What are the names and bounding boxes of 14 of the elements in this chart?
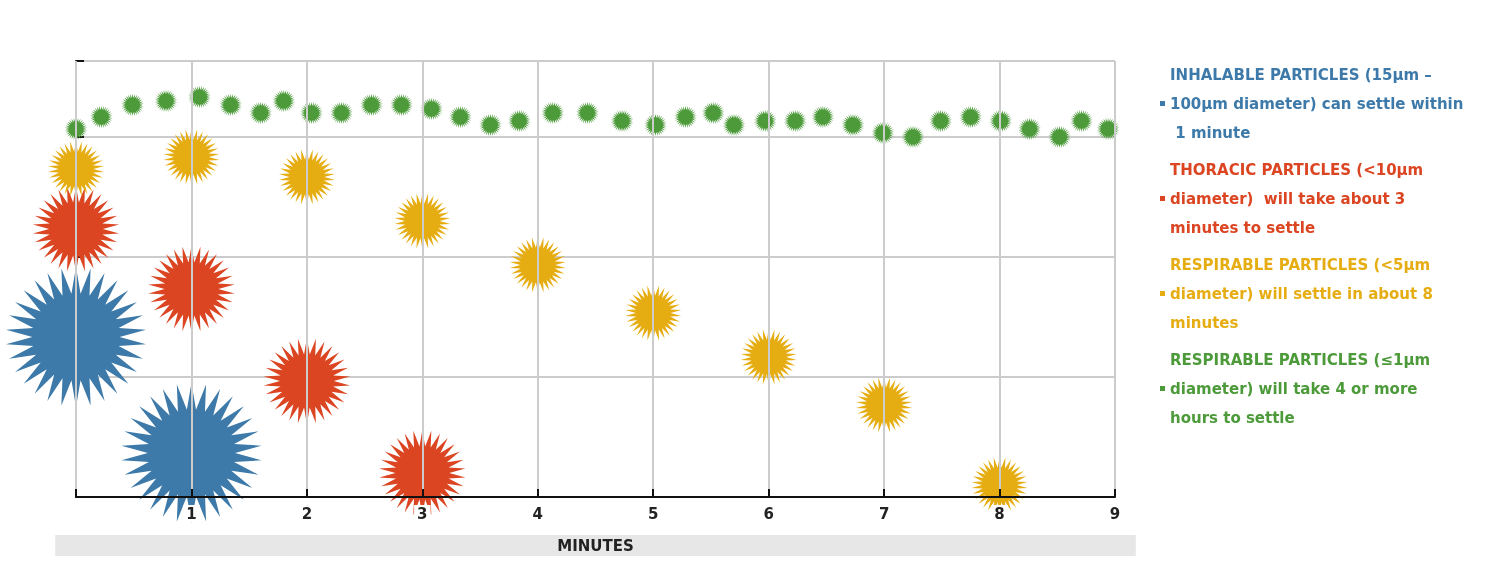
legend-label: THORACIC PARTICLES (<10µm diameter) will take about 3 minutes to settle bbox=[1170, 160, 1429, 237]
legend-label: RESPIRABLE PARTICLES (≤1µm diameter) will take 4 or more hours to settle bbox=[1170, 350, 1436, 427]
x-tick-label: 3 bbox=[417, 504, 428, 523]
x-tick-label: 5 bbox=[648, 504, 659, 523]
x-tick-label: 8 bbox=[994, 504, 1005, 523]
x-tick-label: 4 bbox=[532, 504, 543, 523]
x-axis-title: MINUTES bbox=[557, 536, 634, 555]
legend-label: INHALABLE PARTICLES (15µm – 100µm diameter) can settle within 1 minute bbox=[1170, 65, 1464, 142]
x-tick-label: 6 bbox=[763, 504, 774, 523]
legend-label: RESPIRABLE PARTICLES (<5µm diameter) will settle in about 8 minutes bbox=[1170, 255, 1439, 332]
x-tick-label: 2 bbox=[301, 504, 313, 523]
x-tick-label: 9 bbox=[1109, 504, 1121, 523]
x-tick-label: 1 bbox=[186, 504, 197, 523]
x-tick-label: 7 bbox=[878, 504, 890, 523]
